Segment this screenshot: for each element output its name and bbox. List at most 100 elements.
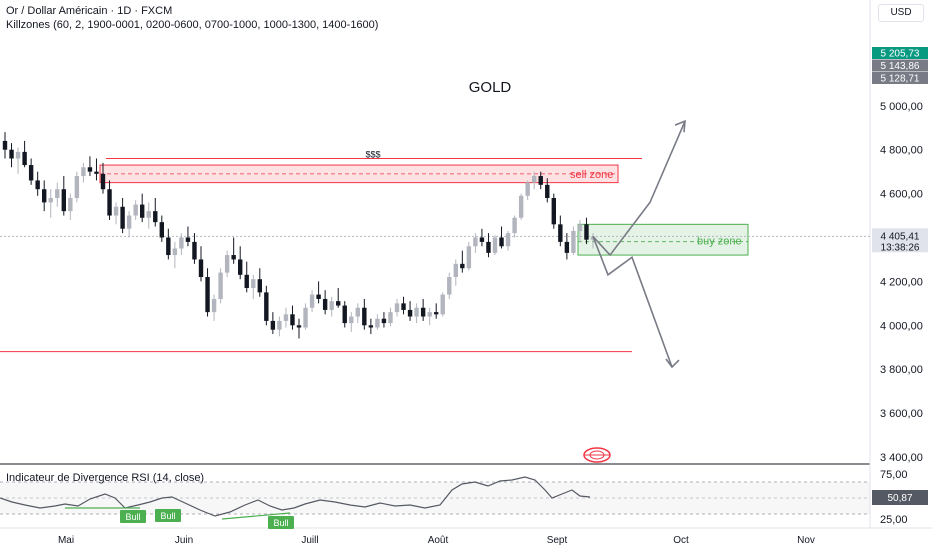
candles-group <box>2 132 596 339</box>
candle-body <box>120 206 125 229</box>
candle-body <box>525 182 530 196</box>
candle-body <box>584 224 589 240</box>
symbol-title[interactable]: Or / Dollar Américain · 1D · FXCM <box>6 5 173 17</box>
candle-body <box>388 312 393 324</box>
candle-body <box>518 195 524 218</box>
candle-body <box>486 241 491 253</box>
time-label-nov: Nov <box>797 535 815 546</box>
candle-body <box>296 325 302 328</box>
candle-body <box>257 279 262 293</box>
candle-body <box>303 307 308 328</box>
candle-body <box>375 318 380 328</box>
candle-body <box>28 165 34 181</box>
candle-body <box>87 167 93 172</box>
candle-body <box>558 224 563 242</box>
rsi-current-badge <box>872 490 928 505</box>
candle-body <box>499 237 504 247</box>
chart-title: GOLD <box>469 79 512 96</box>
candle-body <box>133 204 138 216</box>
time-label-aout: Août <box>428 535 449 546</box>
candle-body <box>22 151 27 166</box>
price-badge <box>872 59 928 72</box>
candle-body <box>434 312 439 315</box>
time-label-oct: Oct <box>673 535 689 546</box>
projection-arrows[interactable] <box>592 119 686 369</box>
candle-body <box>231 255 236 260</box>
candle-body <box>460 263 465 269</box>
candle-body <box>251 279 256 288</box>
bearish-projection-arrow[interactable] <box>592 236 673 368</box>
candle-body <box>407 309 413 317</box>
rsi-tick-75: 75,00 <box>880 469 908 481</box>
svg-text:Bull: Bull <box>273 518 288 528</box>
candle-body <box>100 173 106 190</box>
price-badge-label: 5 128,71 <box>881 74 920 85</box>
candle-body <box>479 237 485 242</box>
candle-body <box>538 176 543 185</box>
indicator-legend[interactable]: Killzones (60, 2, 1900-0001, 0200-0600, … <box>6 19 379 31</box>
candle-body <box>394 303 400 313</box>
candle-body <box>81 167 86 177</box>
candle-body <box>238 259 243 275</box>
candle-body <box>224 255 230 273</box>
candle-body <box>414 307 419 317</box>
time-label-sept: Sept <box>547 535 568 546</box>
candle-body <box>362 307 367 326</box>
candle-body <box>381 318 387 324</box>
bull-divergence-line-2 <box>221 512 291 520</box>
rsi-tick-25: 25,00 <box>880 514 908 526</box>
sell-zone-label: sell zone <box>570 169 613 181</box>
candle-body <box>107 189 112 216</box>
candle-body <box>577 224 583 231</box>
bull-tag-3: Bull <box>268 516 294 529</box>
candle-body <box>270 320 276 330</box>
candle-body <box>545 184 550 198</box>
time-label-juin: Juin <box>175 535 193 546</box>
current-price-badge <box>872 228 928 253</box>
candle-body <box>473 237 478 247</box>
countdown-timer: 13:38:26 <box>881 242 920 253</box>
rsi-legend[interactable]: Indicateur de Divergence RSI (14, close) <box>6 472 205 484</box>
candle-body <box>342 305 347 324</box>
candle-body <box>42 189 47 203</box>
price-tick-label: 4 600,00 <box>880 189 923 201</box>
candle-body <box>368 325 374 328</box>
candle-body <box>15 151 21 159</box>
candle-body <box>316 294 321 299</box>
candle-body <box>185 237 191 242</box>
candle-body <box>74 176 80 198</box>
candle-body <box>146 211 151 218</box>
candle-body <box>309 294 315 308</box>
bull-tag-1: Bull <box>120 510 146 523</box>
price-tick-label: 4 000,00 <box>880 320 923 332</box>
candle-body <box>401 303 406 310</box>
price-tick-label: 3 600,00 <box>880 408 923 420</box>
candle-body <box>2 140 8 150</box>
candle-body <box>153 211 158 223</box>
bullish-projection-arrow[interactable] <box>592 120 686 257</box>
svg-text:Bull: Bull <box>160 511 175 521</box>
candle-body <box>218 272 223 299</box>
candle-body <box>329 301 334 310</box>
candle-body <box>159 222 164 238</box>
bearish-arrowhead-icon <box>665 358 680 369</box>
candle-body <box>94 171 99 174</box>
time-label-mai: Mai <box>58 535 74 546</box>
candle-body <box>466 246 472 269</box>
buy-zone-label: buy zone <box>697 236 742 248</box>
candle-body <box>427 312 432 317</box>
current-price-value: 4 405,41 <box>881 231 920 242</box>
candle-body <box>551 197 556 225</box>
price-badges: 5 205,735 143,86 5 128,71 <box>872 47 928 85</box>
candle-body <box>440 294 445 315</box>
candle-body <box>48 197 53 203</box>
candle-body <box>532 176 537 183</box>
price-axis[interactable]: 5 000,004 800,004 600,004 400,004 200,00… <box>880 101 923 464</box>
bullish-arrowhead-icon <box>674 119 686 133</box>
candle-body <box>68 197 73 212</box>
liquidity-label: $$$ <box>365 149 380 159</box>
currency-button[interactable]: USD <box>878 4 924 22</box>
price-badge-label: 5 143,86 <box>881 61 920 72</box>
candle-body <box>198 259 204 278</box>
